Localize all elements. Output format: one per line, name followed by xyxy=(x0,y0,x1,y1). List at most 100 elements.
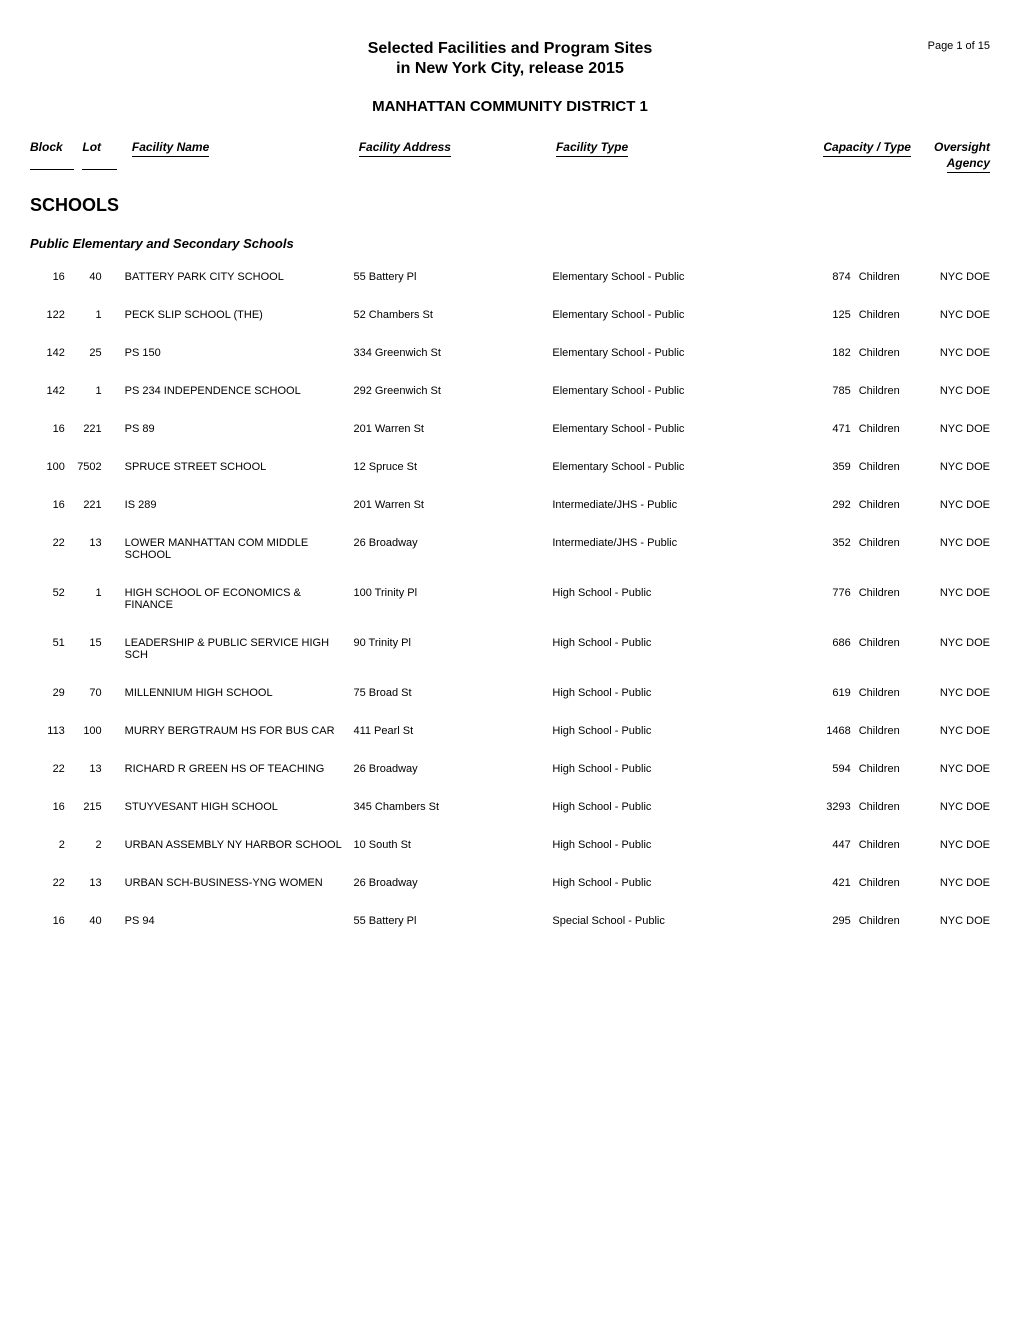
cell-capacity: 447 xyxy=(801,839,851,851)
table-row: 22 13 LOWER MANHATTAN COM MIDDLE SCHOOL … xyxy=(30,537,990,561)
col-header-capacity: Capacity / Type xyxy=(802,140,920,170)
page-number: Page 1 of 15 xyxy=(928,40,990,52)
cell-address: 201 Warren St xyxy=(353,499,552,511)
cell-facility-name: RICHARD R GREEN HS OF TEACHING xyxy=(125,763,354,775)
cell-type: High School - Public xyxy=(552,587,801,599)
cell-capacity-type: Children xyxy=(851,537,921,549)
cell-address: 26 Broadway xyxy=(353,877,552,889)
sub-title: in New York City, release 2015 xyxy=(30,60,990,78)
cell-type: Intermediate/JHS - Public xyxy=(552,499,801,511)
cell-capacity-type: Children xyxy=(851,763,921,775)
cell-address: 55 Battery Pl xyxy=(353,271,552,283)
table-row: 16 215 STUYVESANT HIGH SCHOOL 345 Chambe… xyxy=(30,801,990,813)
cell-capacity: 686 xyxy=(801,637,851,649)
cell-facility-name: SPRUCE STREET SCHOOL xyxy=(125,461,354,473)
cell-type: Elementary School - Public xyxy=(552,385,801,397)
cell-capacity: 352 xyxy=(801,537,851,549)
table-row: 16 40 BATTERY PARK CITY SCHOOL 55 Batter… xyxy=(30,271,990,283)
cell-block: 22 xyxy=(30,537,75,549)
cell-lot: 221 xyxy=(75,499,110,511)
cell-capacity: 471 xyxy=(801,423,851,435)
cell-block: 142 xyxy=(30,347,75,359)
cell-address: 345 Chambers St xyxy=(353,801,552,813)
cell-lot: 40 xyxy=(75,915,110,927)
cell-type: High School - Public xyxy=(552,687,801,699)
cell-address: 26 Broadway xyxy=(353,537,552,549)
cell-agency: NYC DOE xyxy=(920,587,990,599)
cell-address: 55 Battery Pl xyxy=(353,915,552,927)
cell-address: 292 Greenwich St xyxy=(353,385,552,397)
cell-capacity: 594 xyxy=(801,763,851,775)
table-row: 16 221 PS 89 201 Warren St Elementary Sc… xyxy=(30,423,990,435)
column-headers-row: Block Lot Facility Name Facility Address… xyxy=(30,140,990,170)
cell-facility-name: MURRY BERGTRAUM HS FOR BUS CAR xyxy=(125,725,354,737)
cell-lot: 13 xyxy=(75,877,110,889)
table-row: 51 15 LEADERSHIP & PUBLIC SERVICE HIGH S… xyxy=(30,637,990,661)
cell-address: 334 Greenwich St xyxy=(353,347,552,359)
subsection-title: Public Elementary and Secondary Schools xyxy=(30,236,990,251)
cell-capacity-type: Children xyxy=(851,637,921,649)
cell-type: Special School - Public xyxy=(552,915,801,927)
cell-block: 100 xyxy=(30,461,75,473)
cell-agency: NYC DOE xyxy=(920,271,990,283)
cell-capacity: 182 xyxy=(801,347,851,359)
table-row: 100 7502 SPRUCE STREET SCHOOL 12 Spruce … xyxy=(30,461,990,473)
cell-agency: NYC DOE xyxy=(920,687,990,699)
cell-block: 122 xyxy=(30,309,75,321)
table-row: 142 1 PS 234 INDEPENDENCE SCHOOL 292 Gre… xyxy=(30,385,990,397)
cell-type: Elementary School - Public xyxy=(552,309,801,321)
cell-capacity-type: Children xyxy=(851,725,921,737)
cell-type: Elementary School - Public xyxy=(552,271,801,283)
cell-agency: NYC DOE xyxy=(920,637,990,649)
cell-lot: 1 xyxy=(75,385,110,397)
cell-agency: NYC DOE xyxy=(920,839,990,851)
cell-facility-name: LOWER MANHATTAN COM MIDDLE SCHOOL xyxy=(125,537,354,561)
document-header: Page 1 of 15 Selected Facilities and Pro… xyxy=(30,40,990,115)
cell-capacity-type: Children xyxy=(851,385,921,397)
col-header-block: Block xyxy=(30,140,74,170)
cell-capacity-type: Children xyxy=(851,877,921,889)
cell-agency: NYC DOE xyxy=(920,915,990,927)
table-row: 113 100 MURRY BERGTRAUM HS FOR BUS CAR 4… xyxy=(30,725,990,737)
cell-lot: 100 xyxy=(75,725,110,737)
cell-facility-name: PECK SLIP SCHOOL (THE) xyxy=(125,309,354,321)
cell-facility-name: BATTERY PARK CITY SCHOOL xyxy=(125,271,354,283)
cell-facility-name: URBAN SCH-BUSINESS-YNG WOMEN xyxy=(125,877,354,889)
cell-type: High School - Public xyxy=(552,637,801,649)
cell-lot: 15 xyxy=(75,637,110,649)
cell-capacity: 776 xyxy=(801,587,851,599)
cell-agency: NYC DOE xyxy=(920,763,990,775)
cell-block: 22 xyxy=(30,877,75,889)
cell-lot: 221 xyxy=(75,423,110,435)
table-row: 16 221 IS 289 201 Warren St Intermediate… xyxy=(30,499,990,511)
cell-facility-name: LEADERSHIP & PUBLIC SERVICE HIGH SCH xyxy=(125,637,354,661)
col-header-lot: Lot xyxy=(82,140,117,170)
cell-lot: 13 xyxy=(75,763,110,775)
table-row: 142 25 PS 150 334 Greenwich St Elementar… xyxy=(30,347,990,359)
cell-capacity-type: Children xyxy=(851,839,921,851)
cell-type: High School - Public xyxy=(552,877,801,889)
cell-facility-name: PS 89 xyxy=(125,423,354,435)
cell-facility-name: PS 234 INDEPENDENCE SCHOOL xyxy=(125,385,354,397)
cell-type: Elementary School - Public xyxy=(552,461,801,473)
cell-address: 52 Chambers St xyxy=(353,309,552,321)
cell-lot: 1 xyxy=(75,309,110,321)
table-row: 52 1 HIGH SCHOOL OF ECONOMICS & FINANCE … xyxy=(30,587,990,611)
cell-lot: 215 xyxy=(75,801,110,813)
cell-capacity: 295 xyxy=(801,915,851,927)
cell-agency: NYC DOE xyxy=(920,385,990,397)
table-row: 22 13 RICHARD R GREEN HS OF TEACHING 26 … xyxy=(30,763,990,775)
cell-address: 26 Broadway xyxy=(353,763,552,775)
cell-block: 29 xyxy=(30,687,75,699)
col-header-agency: Oversight Agency xyxy=(921,140,990,170)
cell-lot: 25 xyxy=(75,347,110,359)
cell-capacity: 3293 xyxy=(801,801,851,813)
cell-type: Intermediate/JHS - Public xyxy=(552,537,801,549)
cell-capacity-type: Children xyxy=(851,587,921,599)
table-row: 22 13 URBAN SCH-BUSINESS-YNG WOMEN 26 Br… xyxy=(30,877,990,889)
cell-address: 100 Trinity Pl xyxy=(353,587,552,599)
section-title: SCHOOLS xyxy=(30,195,990,216)
table-row: 16 40 PS 94 55 Battery Pl Special School… xyxy=(30,915,990,927)
cell-facility-name: URBAN ASSEMBLY NY HARBOR SCHOOL xyxy=(125,839,354,851)
cell-address: 201 Warren St xyxy=(353,423,552,435)
